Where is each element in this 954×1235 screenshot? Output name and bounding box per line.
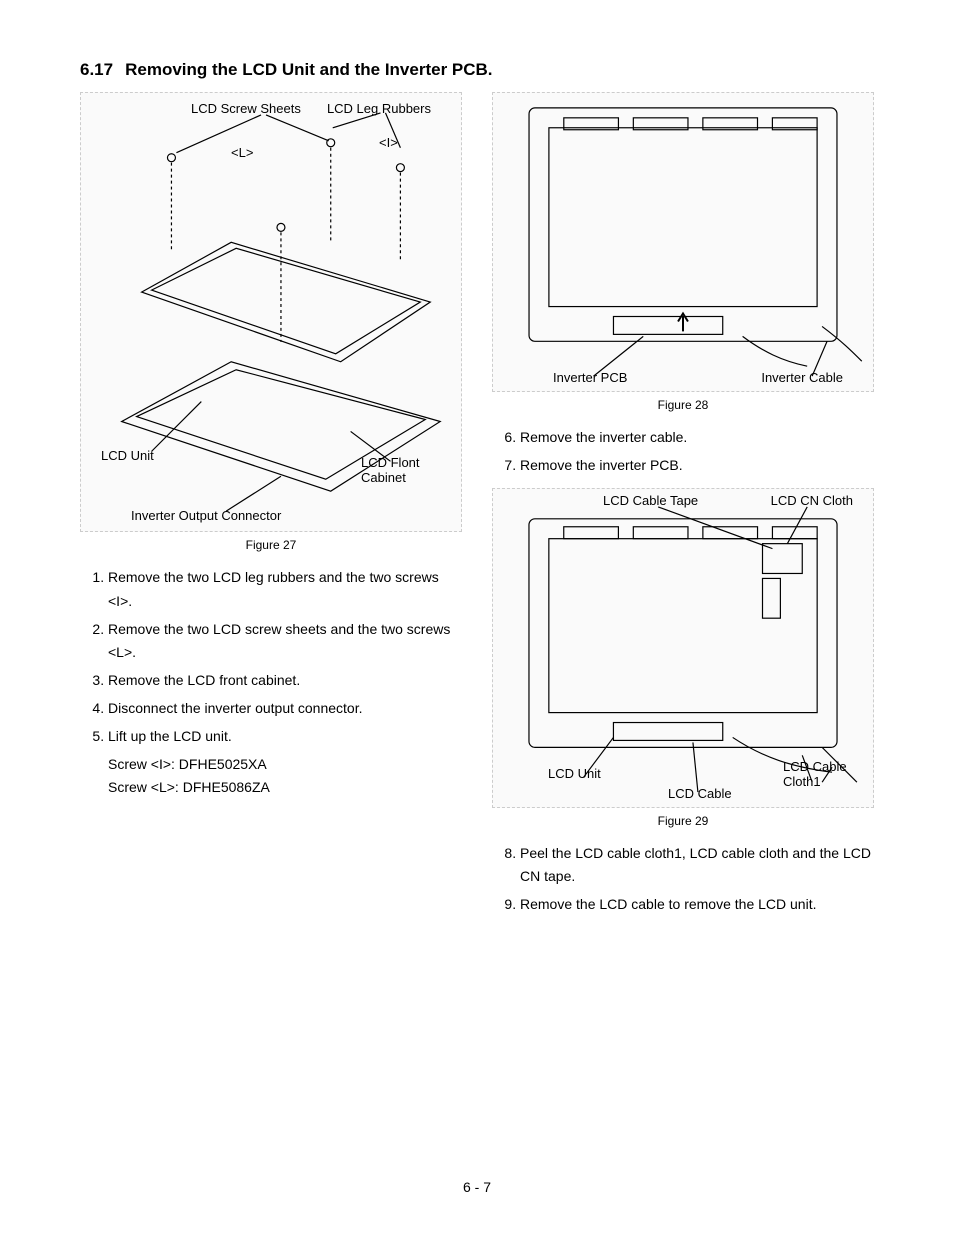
steps-6-7: Remove the inverter cable. Remove the in… (492, 426, 874, 478)
step-6: Remove the inverter cable. (520, 426, 874, 450)
step-5: Lift up the LCD unit. (108, 725, 462, 749)
step-7: Remove the inverter PCB. (520, 454, 874, 478)
heading-text: Removing the LCD Unit and the Inverter P… (125, 60, 492, 80)
figure-29-diagram: LCD Cable Tape LCD CN Cloth LCD Unit LCD… (492, 488, 874, 808)
figure-27-diagram: LCD Screw Sheets LCD Leg Rubbers <L> <I>… (80, 92, 462, 532)
screw-line-i: Screw <I>: DFHE5025XA (80, 753, 462, 777)
figure-28-caption: Figure 28 (492, 398, 874, 412)
step-8: Peel the LCD cable cloth1, LCD cable clo… (520, 842, 874, 890)
screw-line-l: Screw <L>: DFHE5086ZA (80, 776, 462, 800)
left-column: LCD Screw Sheets LCD Leg Rubbers <L> <I>… (80, 92, 462, 921)
two-column-layout: LCD Screw Sheets LCD Leg Rubbers <L> <I>… (80, 92, 874, 921)
step-2: Remove the two LCD screw sheets and the … (108, 618, 462, 666)
step-9: Remove the LCD cable to remove the LCD u… (520, 893, 874, 917)
figure-28: Inverter PCB Inverter Cable (492, 92, 874, 412)
steps-8-9: Peel the LCD cable cloth1, LCD cable clo… (492, 842, 874, 917)
step-3: Remove the LCD front cabinet. (108, 669, 462, 693)
fig27-svg (81, 93, 461, 531)
heading-number: 6.17 (80, 60, 113, 80)
steps-1-5: Remove the two LCD leg rubbers and the t… (80, 566, 462, 749)
section-heading: 6.17 Removing the LCD Unit and the Inver… (80, 60, 874, 80)
figure-29: LCD Cable Tape LCD CN Cloth LCD Unit LCD… (492, 488, 874, 828)
figure-29-caption: Figure 29 (492, 814, 874, 828)
fig29-svg (493, 489, 873, 807)
fig28-svg (493, 93, 873, 391)
step-4: Disconnect the inverter output connector… (108, 697, 462, 721)
figure-28-diagram: Inverter PCB Inverter Cable (492, 92, 874, 392)
page-number: 6 - 7 (0, 1179, 954, 1195)
figure-27: LCD Screw Sheets LCD Leg Rubbers <L> <I>… (80, 92, 462, 552)
right-column: Inverter PCB Inverter Cable (492, 92, 874, 921)
step-1: Remove the two LCD leg rubbers and the t… (108, 566, 462, 614)
figure-27-caption: Figure 27 (80, 538, 462, 552)
